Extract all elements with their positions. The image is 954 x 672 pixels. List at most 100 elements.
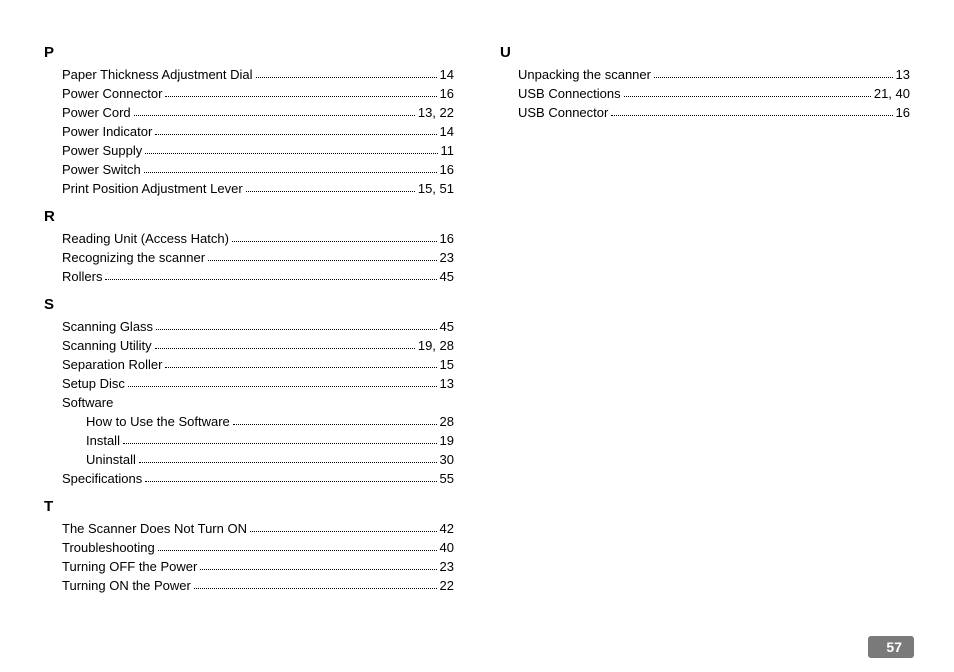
index-pages: 14 — [440, 65, 454, 84]
index-pages: 28 — [440, 412, 454, 431]
index-entry: Scanning Utility19, 28 — [44, 336, 454, 355]
index-term: USB Connector — [518, 103, 608, 122]
index-term: Troubleshooting — [62, 538, 155, 557]
index-pages: 45 — [440, 267, 454, 286]
index-entry: USB Connections21, 40 — [500, 84, 910, 103]
index-term: Uninstall — [86, 450, 136, 469]
index-term: Separation Roller — [62, 355, 162, 374]
index-pages: 15, 51 — [418, 179, 454, 198]
index-entry: The Scanner Does Not Turn ON 42 — [44, 519, 454, 538]
index-pages: 19 — [440, 431, 454, 450]
index-entry: Uninstall 30 — [44, 450, 454, 469]
section-letter: S — [44, 296, 454, 313]
index-pages: 22 — [440, 576, 454, 595]
index-term: Scanning Glass — [62, 317, 153, 336]
index-term: Unpacking the scanner — [518, 65, 651, 84]
index-entry: Reading Unit (Access Hatch)16 — [44, 229, 454, 248]
index-term: Power Connector — [62, 84, 162, 103]
index-entry: Print Position Adjustment Lever 15, 51 — [44, 179, 454, 198]
index-pages: 55 — [440, 469, 454, 488]
index-term: Install — [86, 431, 120, 450]
index-term: Reading Unit (Access Hatch) — [62, 229, 229, 248]
index-pages: 40 — [440, 538, 454, 557]
index-pages: 16 — [440, 160, 454, 179]
index-term: Specifications — [62, 469, 142, 488]
index-term: Paper Thickness Adjustment Dial — [62, 65, 253, 84]
section-letter: P — [44, 44, 454, 61]
dot-leader — [156, 329, 436, 330]
index-term: Turning ON the Power — [62, 576, 191, 595]
index-term: Power Supply — [62, 141, 142, 160]
dot-leader — [194, 588, 437, 589]
index-entry: Power Switch 16 — [44, 160, 454, 179]
index-entry: Power Supply 11 — [44, 141, 454, 160]
index-pages: 45 — [440, 317, 454, 336]
section-letter: U — [500, 44, 910, 61]
index-term: Software — [62, 393, 113, 412]
index-term: Power Switch — [62, 160, 141, 179]
index-entry: Unpacking the scanner 13 — [500, 65, 910, 84]
dot-leader — [165, 96, 436, 97]
section-letter: T — [44, 498, 454, 515]
index-term: Power Cord — [62, 103, 131, 122]
index-entry: Paper Thickness Adjustment Dial 14 — [44, 65, 454, 84]
index-pages: 16 — [440, 84, 454, 103]
index-term: Recognizing the scanner — [62, 248, 205, 267]
index-entry: Separation Roller15 — [44, 355, 454, 374]
index-page: PPaper Thickness Adjustment Dial14Power … — [0, 0, 954, 672]
index-term: Rollers — [62, 267, 102, 286]
page-number: 57 — [868, 636, 914, 658]
index-entry: Power Cord 13, 22 — [44, 103, 454, 122]
index-term: Print Position Adjustment Lever — [62, 179, 243, 198]
dot-leader — [256, 77, 437, 78]
dot-leader — [155, 348, 415, 349]
index-term: Scanning Utility — [62, 336, 152, 355]
columns-container: PPaper Thickness Adjustment Dial14Power … — [44, 44, 910, 595]
index-term: How to Use the Software — [86, 412, 230, 431]
index-entry: Power Indicator 14 — [44, 122, 454, 141]
dot-leader — [200, 569, 436, 570]
index-pages: 42 — [440, 519, 454, 538]
index-entry: How to Use the Software 28 — [44, 412, 454, 431]
index-pages: 23 — [440, 557, 454, 576]
index-entry: Power Connector 16 — [44, 84, 454, 103]
index-pages: 14 — [440, 122, 454, 141]
index-entry: Rollers 45 — [44, 267, 454, 286]
dot-leader — [165, 367, 436, 368]
index-term: Turning OFF the Power — [62, 557, 197, 576]
dot-leader — [134, 115, 415, 116]
dot-leader — [208, 260, 436, 261]
index-entry: Scanning Glass 45 — [44, 317, 454, 336]
dot-leader — [250, 531, 437, 532]
index-pages: 13 — [896, 65, 910, 84]
dot-leader — [139, 462, 437, 463]
index-entry: Recognizing the scanner23 — [44, 248, 454, 267]
column-right: U Unpacking the scanner 13USB Connections2… — [500, 44, 910, 595]
index-entry: USB Connector16 — [500, 103, 910, 122]
dot-leader — [155, 134, 436, 135]
index-entry: Troubleshooting 40 — [44, 538, 454, 557]
dot-leader — [123, 443, 437, 444]
index-pages: 13, 22 — [418, 103, 454, 122]
index-entry: Software — [44, 393, 454, 412]
dot-leader — [233, 424, 437, 425]
index-pages: 11 — [441, 141, 455, 160]
dot-leader — [128, 386, 437, 387]
dot-leader — [232, 241, 437, 242]
index-entry: Turning ON the Power 22 — [44, 576, 454, 595]
dot-leader — [654, 77, 893, 78]
column-left: PPaper Thickness Adjustment Dial14Power … — [44, 44, 454, 595]
index-term: Power Indicator — [62, 122, 152, 141]
index-entry: Setup Disc13 — [44, 374, 454, 393]
dot-leader — [624, 96, 871, 97]
dot-leader — [145, 153, 437, 154]
index-entry: Specifications 55 — [44, 469, 454, 488]
index-entry: Turning OFF the Power 23 — [44, 557, 454, 576]
index-term: The Scanner Does Not Turn ON — [62, 519, 247, 538]
section-letter: R — [44, 208, 454, 225]
dot-leader — [158, 550, 437, 551]
index-term: Setup Disc — [62, 374, 125, 393]
dot-leader — [611, 115, 892, 116]
index-term: USB Connections — [518, 84, 621, 103]
index-pages: 30 — [440, 450, 454, 469]
